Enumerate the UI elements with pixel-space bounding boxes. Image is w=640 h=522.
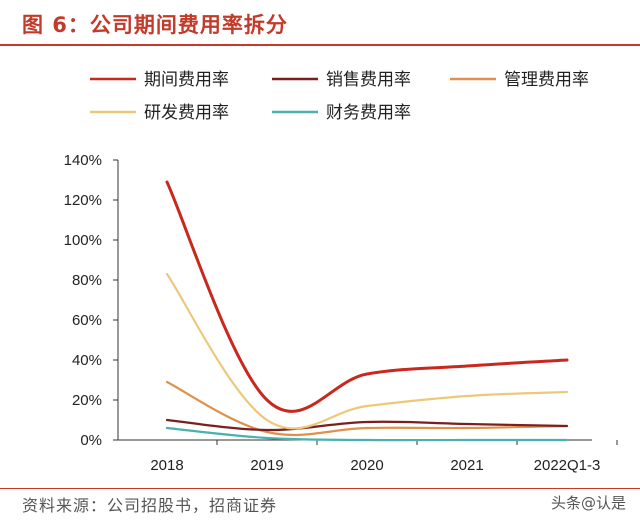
x-tick-label: 2021 [450,457,483,474]
y-tick-label: 60% [72,312,102,329]
y-tick-label: 120% [64,192,102,209]
y-tick-label: 80% [72,272,102,289]
y-tick-label: 20% [72,392,102,409]
series-line [165,418,569,432]
x-tick-label: 2020 [350,457,383,474]
line-chart: 0% 20% 40% 60% 80% 100% 120% 140% 2018 2019 2020 20… [64,70,618,474]
x-tick-label: 2019 [250,457,283,474]
y-tick-label: 40% [72,352,102,369]
series-line [165,426,569,442]
series-line [165,180,569,413]
legend-label: 财务费用率 [326,103,411,123]
legend-label: 研发费用率 [144,103,229,123]
title-bar: 图 6：公司期间费用率拆分 [0,0,640,46]
x-tick-label: 2018 [150,457,183,474]
y-tick-label: 100% [64,232,102,249]
source-note: 资料来源：公司招股书，招商证券 [22,496,278,515]
figure-title: 图 6：公司期间费用率拆分 [22,13,288,37]
y-tick-label: 140% [64,152,102,169]
y-tick-label: 0% [80,432,102,449]
x-tick-label: 2022Q1-3 [534,457,601,474]
watermark: 头条@认是 [550,494,626,512]
series-line [165,380,569,437]
series-line [165,272,569,430]
legend-label: 期间费用率 [144,70,229,90]
legend-label: 管理费用率 [504,70,589,90]
bottom-rule [0,488,640,489]
legend-label: 销售费用率 [326,70,411,90]
